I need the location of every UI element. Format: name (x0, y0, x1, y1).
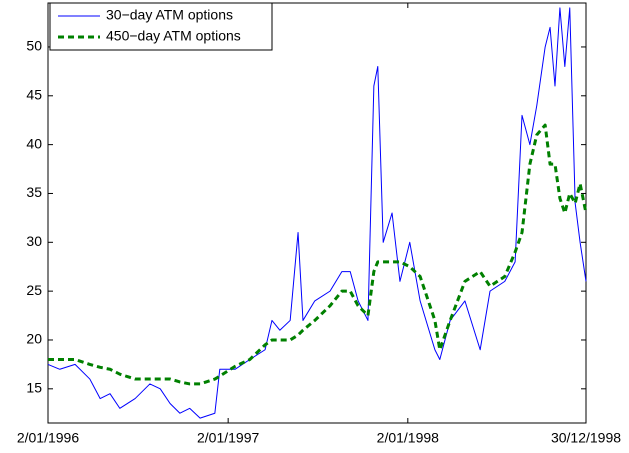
y-tick-label: 25 (26, 282, 42, 298)
y-tick-label: 20 (26, 331, 42, 347)
y-tick-label: 40 (26, 135, 42, 151)
y-tick-label: 15 (26, 380, 42, 396)
x-tick-label: 2/01/1998 (377, 430, 439, 446)
series-line (48, 123, 588, 386)
legend-box (49, 2, 273, 51)
legend-label: 30−day ATM options (106, 7, 233, 23)
y-tick-label: 30 (26, 233, 42, 249)
legend: 30−day ATM options 450−day ATM options (49, 2, 273, 51)
x-tick-label: 2/01/1997 (197, 430, 259, 446)
y-tick-label: 35 (26, 184, 42, 200)
plot-frame (47, 2, 587, 424)
x-tick-label: 2/01/1996 (17, 430, 79, 446)
series-line (47, 7, 587, 419)
y-tick-label: 50 (26, 38, 42, 54)
legend-label: 450−day ATM options (106, 28, 241, 44)
y-tick-label: 45 (26, 86, 42, 102)
x-tick-label: 30/12/1998 (551, 430, 621, 446)
